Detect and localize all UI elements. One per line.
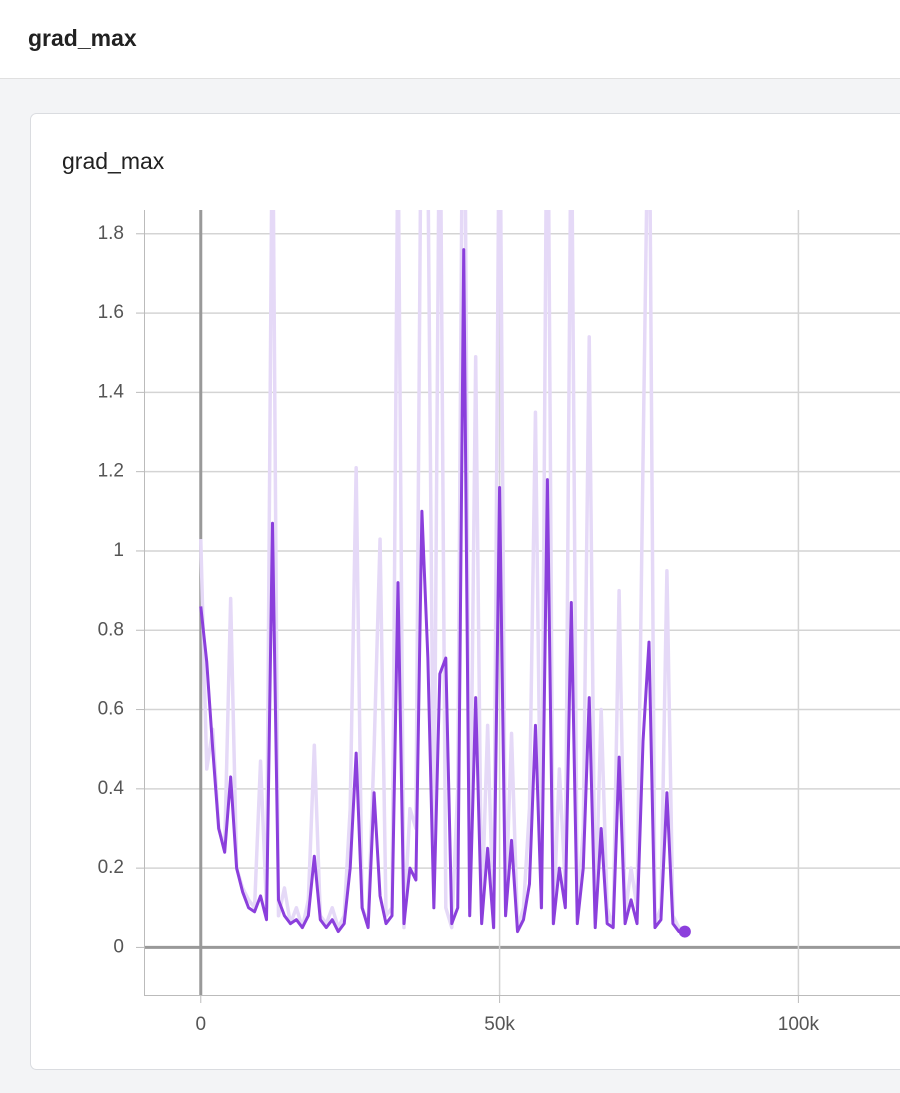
- y-tick-label: 1.8: [98, 223, 124, 244]
- y-tick-label: 1.6: [98, 302, 124, 323]
- x-tick-label: 50k: [484, 1014, 515, 1035]
- y-tick-label: 0.6: [98, 699, 124, 720]
- y-tick-label: 0: [113, 936, 124, 957]
- last-point: [679, 926, 691, 938]
- chart-title: grad_max: [62, 148, 165, 174]
- y-tick-label: 1.2: [98, 461, 124, 482]
- y-tick-label: 1.4: [98, 381, 125, 402]
- y-tick-label: 1: [113, 540, 124, 561]
- y-tick-label: 0.8: [98, 619, 124, 640]
- y-tick-label: 0.4: [98, 778, 125, 799]
- header-title: grad_max: [28, 25, 137, 51]
- x-tick-label: 0: [195, 1014, 206, 1035]
- x-tick-label: 100k: [778, 1014, 820, 1035]
- y-tick-label: 0.2: [98, 857, 124, 878]
